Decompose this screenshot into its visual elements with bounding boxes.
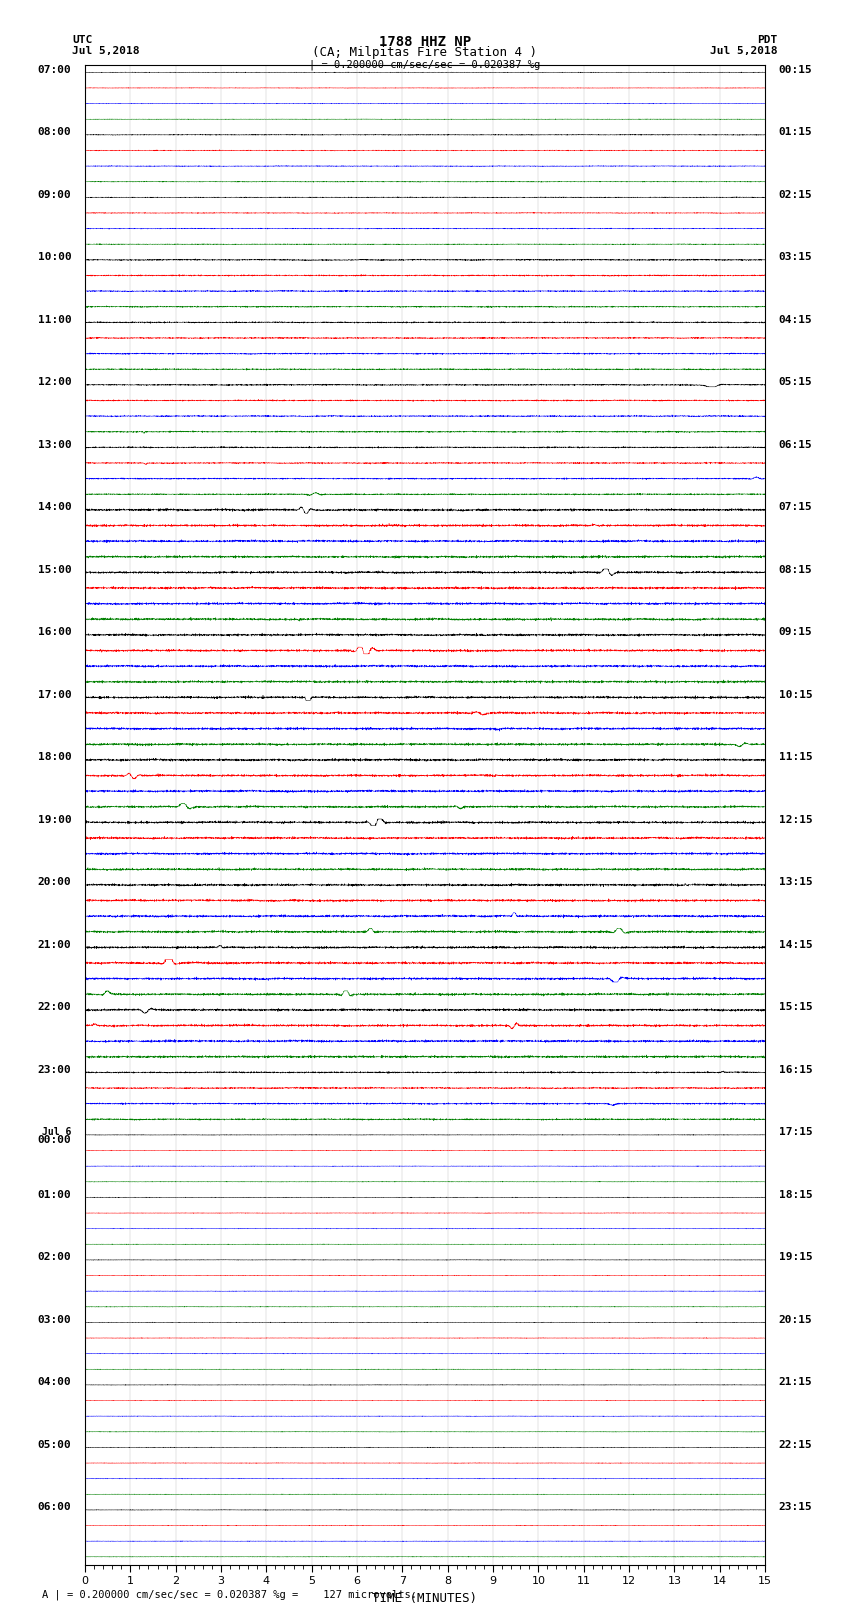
Text: 07:15: 07:15 <box>779 502 813 511</box>
Text: 19:15: 19:15 <box>779 1252 813 1261</box>
Text: 21:15: 21:15 <box>779 1378 813 1387</box>
Text: 04:15: 04:15 <box>779 315 813 324</box>
Text: A | = 0.200000 cm/sec/sec = 0.020387 %g =    127 microvolts.: A | = 0.200000 cm/sec/sec = 0.020387 %g … <box>42 1589 417 1600</box>
Text: Jul 5,2018: Jul 5,2018 <box>72 45 139 56</box>
Text: 10:15: 10:15 <box>779 690 813 700</box>
X-axis label: TIME (MINUTES): TIME (MINUTES) <box>372 1592 478 1605</box>
Text: 23:00: 23:00 <box>37 1065 71 1074</box>
Text: 12:15: 12:15 <box>779 815 813 824</box>
Text: (CA; Milpitas Fire Station 4 ): (CA; Milpitas Fire Station 4 ) <box>313 45 537 60</box>
Text: Jul 5,2018: Jul 5,2018 <box>711 45 778 56</box>
Text: 18:00: 18:00 <box>37 752 71 761</box>
Text: 17:15: 17:15 <box>779 1127 813 1137</box>
Text: 03:00: 03:00 <box>37 1315 71 1324</box>
Text: 09:15: 09:15 <box>779 627 813 637</box>
Text: PDT: PDT <box>757 35 778 45</box>
Text: 17:00: 17:00 <box>37 690 71 700</box>
Text: 22:00: 22:00 <box>37 1002 71 1011</box>
Text: 13:15: 13:15 <box>779 877 813 887</box>
Text: 08:15: 08:15 <box>779 565 813 574</box>
Text: 01:00: 01:00 <box>37 1190 71 1200</box>
Text: 04:00: 04:00 <box>37 1378 71 1387</box>
Text: 02:15: 02:15 <box>779 189 813 200</box>
Text: 12:00: 12:00 <box>37 377 71 387</box>
Text: 05:15: 05:15 <box>779 377 813 387</box>
Text: 15:00: 15:00 <box>37 565 71 574</box>
Text: 14:00: 14:00 <box>37 502 71 511</box>
Text: 11:15: 11:15 <box>779 752 813 761</box>
Text: 01:15: 01:15 <box>779 127 813 137</box>
Text: 21:00: 21:00 <box>37 939 71 950</box>
Text: 05:00: 05:00 <box>37 1439 71 1450</box>
Text: 07:00: 07:00 <box>37 65 71 74</box>
Text: 23:15: 23:15 <box>779 1502 813 1511</box>
Text: 03:15: 03:15 <box>779 252 813 261</box>
Text: 18:15: 18:15 <box>779 1190 813 1200</box>
Text: 02:00: 02:00 <box>37 1252 71 1261</box>
Text: 13:00: 13:00 <box>37 440 71 450</box>
Text: 1788 HHZ NP: 1788 HHZ NP <box>379 35 471 48</box>
Text: Jul 6: Jul 6 <box>42 1127 71 1137</box>
Text: 06:15: 06:15 <box>779 440 813 450</box>
Text: 16:00: 16:00 <box>37 627 71 637</box>
Text: 10:00: 10:00 <box>37 252 71 261</box>
Text: | = 0.200000 cm/sec/sec = 0.020387 %g: | = 0.200000 cm/sec/sec = 0.020387 %g <box>309 60 541 71</box>
Text: 14:15: 14:15 <box>779 939 813 950</box>
Text: 20:00: 20:00 <box>37 877 71 887</box>
Text: UTC: UTC <box>72 35 93 45</box>
Text: 15:15: 15:15 <box>779 1002 813 1011</box>
Text: 08:00: 08:00 <box>37 127 71 137</box>
Text: 11:00: 11:00 <box>37 315 71 324</box>
Text: 16:15: 16:15 <box>779 1065 813 1074</box>
Text: 22:15: 22:15 <box>779 1439 813 1450</box>
Text: 00:15: 00:15 <box>779 65 813 74</box>
Text: 06:00: 06:00 <box>37 1502 71 1511</box>
Text: 19:00: 19:00 <box>37 815 71 824</box>
Text: 20:15: 20:15 <box>779 1315 813 1324</box>
Text: 00:00: 00:00 <box>37 1136 71 1145</box>
Text: 09:00: 09:00 <box>37 189 71 200</box>
